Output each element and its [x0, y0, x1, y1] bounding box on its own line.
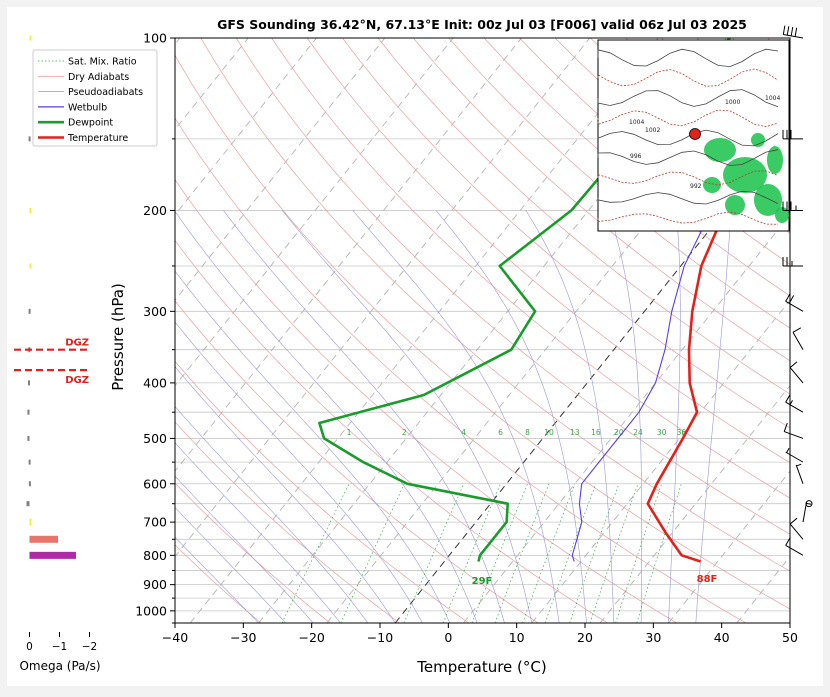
- x-tick-label: 10: [509, 630, 525, 645]
- mixing-ratio-label: 30: [657, 428, 667, 437]
- y-tick-label: 900: [143, 577, 167, 592]
- omega-tick-label: −1: [52, 641, 67, 653]
- omega-bar: [30, 519, 32, 526]
- map-isobar-label: 1002: [645, 127, 660, 134]
- omega-bar: [30, 536, 59, 543]
- x-tick-label: −10: [367, 630, 393, 645]
- legend-label: Wetbulb: [68, 102, 107, 113]
- omega-bar: [27, 410, 29, 415]
- precip-area: [751, 133, 765, 147]
- x-tick-label: 40: [714, 630, 730, 645]
- x-tick-label: −40: [162, 630, 188, 645]
- map-isobar-label: 1000: [725, 99, 740, 106]
- legend-label: Dewpoint: [68, 118, 113, 129]
- chart-title: GFS Sounding 36.42°N, 67.13°E Init: 00z …: [217, 17, 747, 32]
- x-tick-label: −20: [298, 630, 324, 645]
- surface-temperature-label: 88F: [697, 574, 718, 585]
- mixing-ratio-label: 6: [498, 428, 503, 437]
- map-isobar-label: 1004: [629, 119, 644, 126]
- omega-bar: [27, 501, 30, 506]
- omega-axis-label: Omega (Pa/s): [19, 659, 100, 673]
- mixing-ratio-label: 2: [402, 428, 407, 437]
- x-tick-label: −30: [230, 630, 256, 645]
- omega-bar: [29, 460, 31, 465]
- precip-area: [703, 177, 721, 193]
- y-tick-label: 800: [143, 548, 167, 563]
- y-tick-label: 300: [143, 304, 167, 319]
- legend-label: Temperature: [67, 133, 128, 144]
- dgz-label: DGZ: [65, 338, 89, 349]
- dgz-label: DGZ: [65, 375, 89, 386]
- legend-label: Sat. Mix. Ratio: [68, 57, 137, 68]
- x-tick-label: 20: [577, 630, 593, 645]
- y-tick-label: 600: [143, 476, 167, 491]
- omega-bar: [30, 208, 32, 213]
- map-isobar-label: 996: [630, 153, 642, 160]
- omega-bar: [29, 481, 31, 486]
- omega-bar: [28, 380, 30, 385]
- omega-bar: [29, 309, 31, 314]
- mixing-ratio-label: 10: [544, 428, 554, 437]
- omega-tick-label: 0: [26, 641, 33, 653]
- x-tick-label: 30: [645, 630, 661, 645]
- legend-label: Dry Adiabats: [68, 72, 129, 83]
- omega-bar: [30, 36, 32, 41]
- omega-bar: [30, 263, 32, 268]
- mixing-ratio-label: 24: [633, 428, 643, 437]
- mixing-ratio-label: 8: [525, 428, 530, 437]
- y-tick-label: 400: [143, 375, 167, 390]
- y-tick-label: 700: [143, 515, 167, 530]
- mixing-ratio-label: 13: [570, 428, 580, 437]
- y-tick-label: 500: [143, 431, 167, 446]
- x-tick-label: 0: [444, 630, 452, 645]
- omega-bar: [30, 552, 77, 559]
- legend-label: Pseudoadiabats: [68, 87, 143, 98]
- mixing-ratio-label: 16: [591, 428, 601, 437]
- omega-bar: [27, 436, 29, 441]
- legend: Sat. Mix. Ratio Dry Adiabats Pseudoadiabat…: [33, 50, 157, 146]
- map-isobar-label: 1004: [765, 95, 780, 102]
- mixing-ratio-label: 1: [347, 428, 352, 437]
- map-isobar-label: 992: [690, 183, 702, 190]
- y-tick-label: 1000: [135, 603, 167, 618]
- x-axis-label: Temperature (°C): [416, 658, 546, 676]
- omega-bar: [29, 136, 31, 141]
- y-tick-label: 200: [143, 203, 167, 218]
- x-tick-label: 50: [782, 630, 798, 645]
- surface-dewpoint-label: 29F: [472, 576, 493, 587]
- location-marker: [690, 129, 701, 140]
- precip-area: [704, 138, 736, 162]
- y-axis-label: Pressure (hPa): [109, 283, 127, 391]
- omega-tick-label: −2: [82, 641, 97, 653]
- mixing-ratio-label: 4: [461, 428, 466, 437]
- y-tick-label: 100: [143, 31, 167, 46]
